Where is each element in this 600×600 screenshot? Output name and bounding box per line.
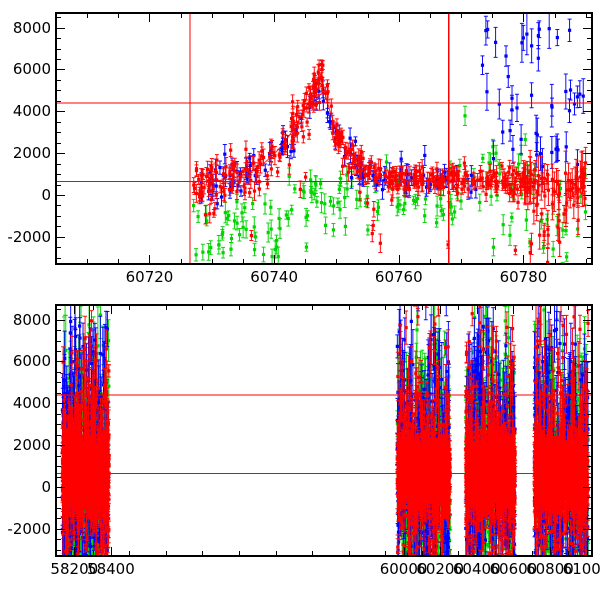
bottom-ytick-label: 4000 — [12, 394, 51, 413]
bottom-xtick-label: 58200 — [50, 560, 99, 578]
bottom-ytick-label: 6000 — [12, 352, 51, 371]
bottom-data-area — [60, 306, 591, 556]
series-red — [191, 59, 588, 264]
bottom-axes — [55, 304, 593, 557]
bottom-xtick-label: 60400 — [452, 560, 501, 578]
bottom-ytick-label: 8000 — [12, 310, 51, 329]
bottom-xtick-label: 60200 — [416, 560, 465, 578]
bottom-ytick-label: 2000 — [12, 436, 51, 455]
top-ytick-label: 8000 — [12, 18, 51, 37]
series-red — [60, 306, 591, 556]
bottom-xtick-label: 60000 — [379, 560, 428, 578]
bottom-xtick-label: 60800 — [526, 560, 574, 578]
bottom-ytick-label: -2000 — [7, 519, 51, 538]
top-ytick-label: 4000 — [12, 102, 51, 121]
bottom-xtick-label: 61000 — [562, 560, 600, 578]
bottom-xtick-label: 60600 — [489, 560, 538, 578]
top-xtick-label: 60740 — [250, 268, 298, 286]
bottom-ytick-label: 0 — [41, 477, 51, 496]
top-xtick-label: 60780 — [499, 268, 548, 286]
top-xtick-label: 60760 — [374, 268, 423, 286]
bottom-reference-lines — [57, 306, 592, 556]
top-ytick-label: 6000 — [12, 60, 51, 79]
top-ytick-label: 2000 — [12, 144, 51, 163]
top-axes — [55, 12, 593, 265]
top-data-area — [191, 14, 588, 264]
top-xtick-label: 60720 — [125, 268, 174, 286]
bottom-xtick-label: 58400 — [87, 560, 135, 578]
top-reference-lines — [57, 14, 592, 264]
top-ytick-label: 0 — [41, 185, 51, 204]
top-ytick-label: -2000 — [7, 227, 51, 246]
